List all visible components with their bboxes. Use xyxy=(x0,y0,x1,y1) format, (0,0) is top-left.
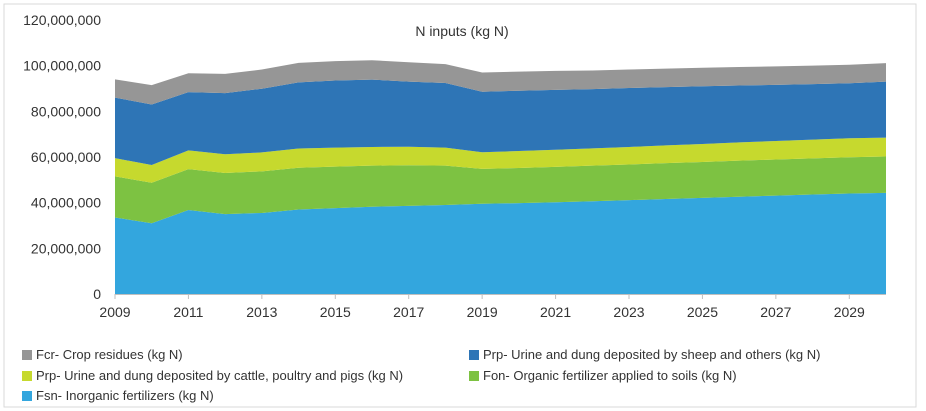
area-series-4 xyxy=(115,60,886,105)
legend-label: Fon- Organic fertilizer applied to soils… xyxy=(483,368,737,383)
area-series-2 xyxy=(115,137,886,183)
y-tick-label: 40,000,000 xyxy=(31,195,101,211)
x-tick-label: 2011 xyxy=(173,304,203,320)
legend-swatch xyxy=(22,370,32,381)
y-tick-label: 20,000,000 xyxy=(31,240,101,256)
x-tick-label: 2017 xyxy=(393,304,424,320)
legend-swatch xyxy=(469,349,479,360)
area-series-1 xyxy=(115,156,886,224)
x-tick-label: 2025 xyxy=(687,304,718,320)
legend-label: Fsn- Inorganic fertilizers (kg N) xyxy=(36,388,214,403)
area-series-0 xyxy=(115,192,886,294)
legend-swatch xyxy=(22,390,32,401)
legend-swatch xyxy=(469,370,479,381)
y-tick-label: 120,000,000 xyxy=(23,12,101,28)
area-layer xyxy=(115,60,886,294)
x-tick-label: 2027 xyxy=(760,304,791,320)
x-tick-label: 2013 xyxy=(246,304,277,320)
legend-label: Prp- Urine and dung deposited by cattle,… xyxy=(36,368,404,383)
y-tick-label: 100,000,000 xyxy=(23,58,101,74)
legend-item-organic-fertilizer: Fon- Organic fertilizer applied to soils… xyxy=(469,368,737,383)
x-tick-label: 2019 xyxy=(467,304,498,320)
axes-layer: 0 20,000,000 40,000,000 60,000,000 80,000,00… xyxy=(23,12,886,320)
x-tick-label: 2023 xyxy=(613,304,644,320)
x-tick-label: 2021 xyxy=(540,304,571,320)
y-tick-label: 60,000,000 xyxy=(31,149,101,165)
x-tick-label: 2015 xyxy=(320,304,351,320)
x-tick-label: 2029 xyxy=(834,304,865,320)
legend-item-inorganic-fertilizers: Fsn- Inorganic fertilizers (kg N) xyxy=(22,388,214,403)
legend-item-sheep-urine-dung: Prp- Urine and dung deposited by sheep a… xyxy=(469,347,820,362)
y-tick-label: 0 xyxy=(93,286,101,302)
y-tick-label: 80,000,000 xyxy=(31,103,101,119)
legend-item-crop-residues: Fcr- Crop residues (kg N) xyxy=(22,347,183,362)
legend-label: Fcr- Crop residues (kg N) xyxy=(36,347,183,362)
x-tick-label: 2009 xyxy=(99,304,130,320)
legend-label: Prp- Urine and dung deposited by sheep a… xyxy=(483,347,821,362)
area-series-3 xyxy=(115,79,886,165)
legend-item-cattle-urine-dung: Prp- Urine and dung deposited by cattle,… xyxy=(22,368,403,383)
chart-title: N inputs (kg N) xyxy=(415,23,508,39)
legend-swatch xyxy=(22,349,32,360)
